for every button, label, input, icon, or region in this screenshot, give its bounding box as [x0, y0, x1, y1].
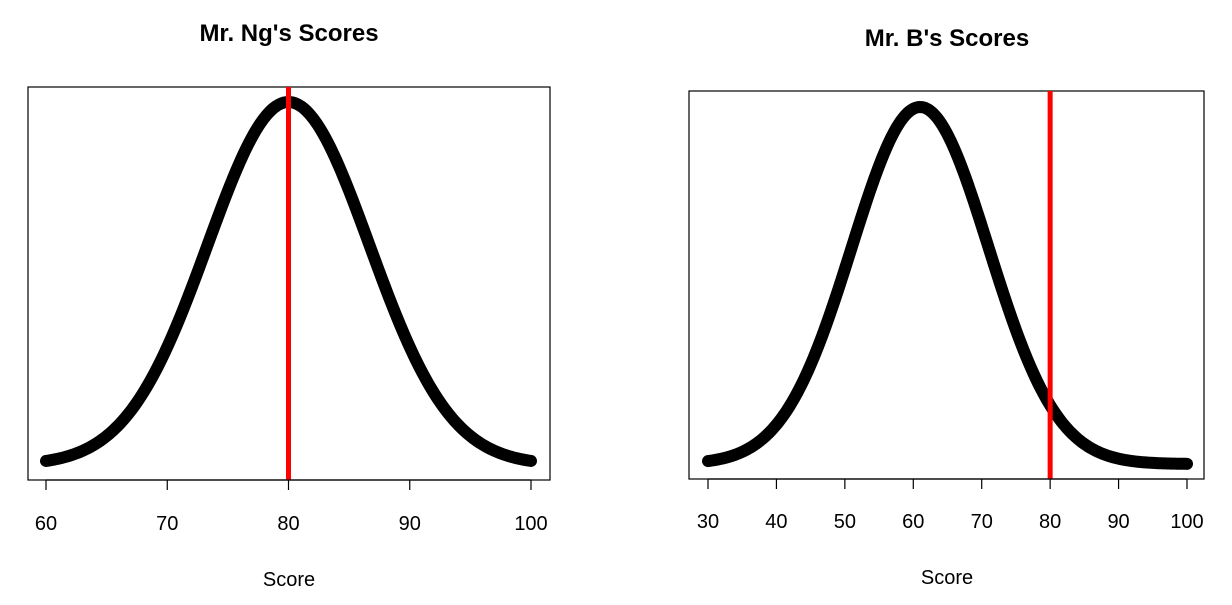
x-tick-label: 40	[765, 511, 787, 533]
x-tick-label: 100	[1170, 511, 1203, 533]
plot-frame	[688, 90, 1205, 480]
x-tick-label: 100	[514, 513, 547, 535]
x-axis: 60 70 80 90 100	[35, 479, 548, 535]
chart-title: Mr. B's Scores	[865, 25, 1029, 52]
x-tick-label: 70	[156, 513, 178, 535]
x-axis: 30 40 50 60 70 80 90 100	[697, 478, 1204, 533]
x-axis-label: Score	[921, 567, 973, 589]
density-curve	[702, 101, 1193, 470]
density-curve-layer	[702, 101, 1193, 470]
x-tick-label: 90	[1107, 511, 1129, 533]
x-tick-label: 50	[834, 511, 856, 533]
chart-ng-scores: Mr. Ng's Scores 60 70 80 90 100 Score	[27, 20, 551, 591]
x-tick-label: 80	[277, 513, 299, 535]
x-tick-label: 60	[902, 511, 924, 533]
chart-title: Mr. Ng's Scores	[199, 20, 378, 47]
x-tick-label: 70	[971, 511, 993, 533]
x-axis-label: Score	[263, 569, 315, 591]
x-tick-label: 90	[399, 513, 421, 535]
x-tick-label: 60	[35, 513, 57, 535]
x-tick-label: 80	[1039, 511, 1061, 533]
x-tick-label: 30	[697, 511, 719, 533]
chart-b-scores: Mr. B's Scores 30 40 50 60 70 80 90 100 Score	[688, 25, 1205, 589]
